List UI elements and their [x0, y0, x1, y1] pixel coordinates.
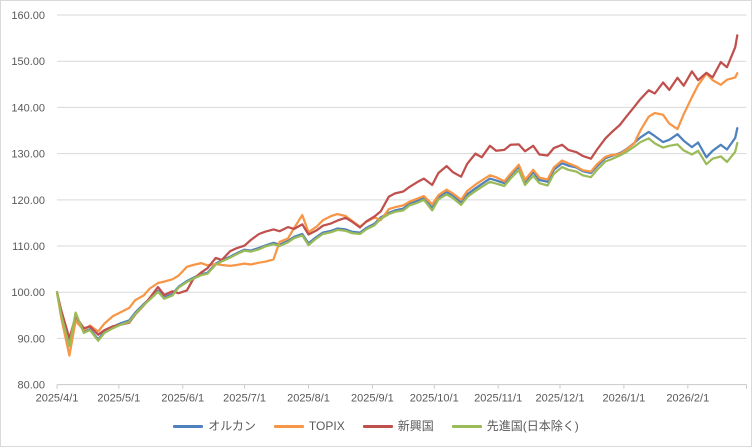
legend-line-swatch: [273, 424, 304, 428]
x-axis-label: 2025/5/1: [97, 393, 140, 405]
x-axis-label: 2025/7/1: [223, 393, 266, 405]
legend-label: 先進国(日本除く): [486, 419, 579, 433]
legend-label: オルカン: [208, 419, 256, 433]
x-axis-label: 2026/2/1: [666, 393, 709, 405]
x-axis-label: 2025/4/1: [36, 393, 79, 405]
legend-label: TOPIX: [308, 419, 345, 433]
y-axis-label: 140.00: [11, 102, 45, 114]
chart-canvas: 160.00 150.00 140.00 130.00 120.00 110.00 100.…: [11, 10, 747, 405]
series-line-TOPIX: [55, 72, 739, 357]
legend-item: 新興国: [362, 419, 434, 433]
legend-item: TOPIX: [273, 419, 345, 433]
x-axis-label: 2026/1/1: [602, 393, 645, 405]
y-axis-label: 80.00: [17, 380, 45, 392]
x-axis-label: 2025/11/1: [474, 393, 522, 405]
legend-item: 先進国(日本除く): [451, 419, 579, 433]
y-axis-label: 160.00: [11, 10, 45, 22]
y-axis-label: 90.00: [17, 333, 45, 345]
legend-line-swatch: [173, 424, 204, 428]
x-axis-label: 2025/6/1: [161, 393, 204, 405]
series-line-新興国: [55, 34, 739, 340]
series-line-オルカン: [55, 127, 739, 347]
x-axis-label: 2025/9/1: [351, 393, 394, 405]
y-axis-label: 130.00: [11, 149, 45, 161]
legend: オルカン TOPIX 新興国 先進国(日本除く): [1, 409, 751, 443]
x-axis-label: 2025/8/1: [287, 393, 330, 405]
x-axis-label: 2025/10/1: [410, 393, 459, 405]
legend-item: オルカン: [173, 420, 256, 432]
y-axis-label: 100.00: [11, 287, 45, 299]
y-axis-label: 110.00: [12, 241, 45, 253]
legend-line-swatch: [451, 424, 482, 428]
legend-line-swatch: [362, 424, 393, 428]
legend-label: 新興国: [397, 419, 434, 433]
x-axis-label: 2025/12/1: [536, 393, 585, 405]
series-line-先進国(日本除く): [55, 137, 739, 348]
y-axis-label: 120.00: [11, 195, 45, 207]
y-axis-label: 150.00: [11, 56, 45, 68]
